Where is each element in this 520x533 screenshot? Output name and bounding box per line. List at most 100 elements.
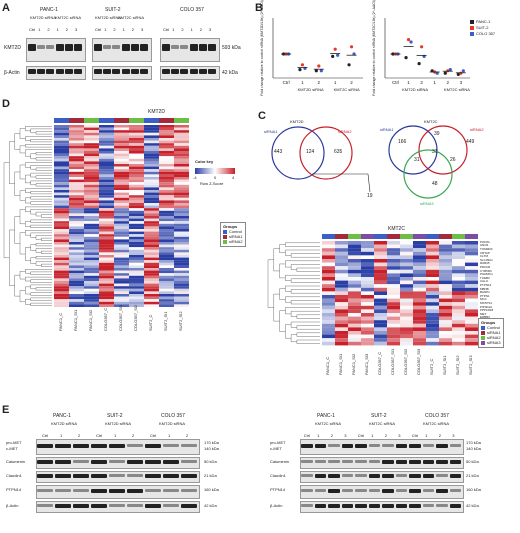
heatmap-cell [159,229,174,232]
heatmap-cell [69,166,84,170]
heatmap-cell [144,153,159,157]
heatmap-cell [465,280,478,285]
dendrogram-branch [30,292,52,296]
heatmap-cell [69,296,84,300]
heatmap-cell [69,262,84,266]
heatmap-cell [54,158,69,162]
heatmap-cell [174,296,189,300]
heatmap-cell [348,273,361,277]
heatmap-cell [452,341,465,346]
blot-size-label: 21 kDa [466,473,479,478]
heatmap-cell [99,218,114,222]
blot-band [355,489,367,492]
blot-band [55,69,64,74]
heatmap-cell [374,287,387,292]
heatmap-cell [114,156,129,159]
heatmap-cell [361,269,374,274]
heatmap-cell [159,247,174,250]
dendrogram-branch [35,131,52,135]
heatmap-cell [159,213,174,216]
dendrogram-branch [267,259,274,308]
heatmap-cell [129,262,144,266]
color-key-tick: -4 [193,175,197,180]
heatmap-cell [159,140,174,144]
blot-band [436,504,448,507]
heatmap-cell [54,130,69,133]
heatmap-cell [69,286,84,289]
blot-band [355,474,367,477]
heatmap-cell [174,283,189,287]
heatmap-cell [439,284,452,288]
heatmap-cell [426,323,439,328]
heatmap-cell [144,164,159,167]
heatmap-cell [54,257,69,261]
cell-line-label: COLO 357 [161,413,185,419]
heatmap-cell [114,210,129,214]
cell-line-label: SUIT-2 [105,7,121,13]
heatmap-cell [129,174,144,177]
heatmap-cell [361,244,374,249]
heatmap-cell [54,278,69,281]
group-color-bar [84,118,99,123]
column-label: SUIT2_C [148,314,153,331]
heatmap-cell [69,231,84,235]
heatmap-cell [374,266,387,270]
dendrogram-branch [285,296,320,303]
heatmap-cell [174,291,189,294]
heatmap-cell [99,200,114,203]
heatmap-cell [159,190,174,193]
heatmap-cell [54,190,69,193]
blot-band [37,69,46,74]
heatmap-cell [54,171,69,175]
heatmap-cell [426,316,439,321]
heatmap-cell [54,145,69,149]
blot-band [422,444,434,447]
heatmap-cell [114,177,129,180]
heatmap-cell [69,208,84,211]
heatmap-cell [99,255,114,258]
dendrogram-branch [25,269,52,274]
heatmap-cell [174,231,189,235]
heatmap-cell [114,255,129,258]
venn-circle-sirna2 [299,126,353,180]
heatmap-cell [84,187,99,190]
heatmap-cell [374,316,387,321]
heatmap-cell [426,262,439,267]
heatmap-cell [144,138,159,141]
heatmap-cell [361,248,374,252]
heatmap-cell [335,320,348,324]
heatmap-cell [159,236,174,240]
heatmap-cell [69,275,84,279]
blot-band [301,460,313,463]
dendrogram-branch [285,307,320,315]
heatmap-cell [69,197,84,201]
heatmap-cell [54,239,69,242]
heatmap-cell [129,197,144,201]
dendrogram-branch [290,289,320,294]
venn-label: siRNA2 [470,127,484,132]
heatmap-cell [144,226,159,229]
heatmap-cell [144,286,159,289]
heatmap-cell [426,334,439,339]
heatmap-cell [99,148,114,151]
heatmap-cell [348,262,361,267]
heatmap-cell [69,265,84,268]
heatmap-cell [387,266,400,270]
heatmap-cell [114,182,129,185]
blot-band [409,504,421,508]
heatmap-cell [159,161,174,164]
sirna-label: KMT2D siRNA [105,421,132,426]
heatmap-cell [400,280,413,285]
dendrogram-branch [290,253,320,258]
dendrogram-branch [30,209,52,215]
blot-size-label: 21 kDa [204,473,217,478]
heatmap-cell [174,190,189,193]
dendrogram-branch [30,257,36,264]
heatmap-cell [54,179,69,183]
heatmap-cell [322,316,335,321]
heatmap-cell [374,269,387,274]
heatmap-cell [426,298,439,303]
heatmap-cell [54,138,69,141]
heatmap-cell [400,259,413,263]
column-label: COLO357_SI3 [416,349,421,376]
